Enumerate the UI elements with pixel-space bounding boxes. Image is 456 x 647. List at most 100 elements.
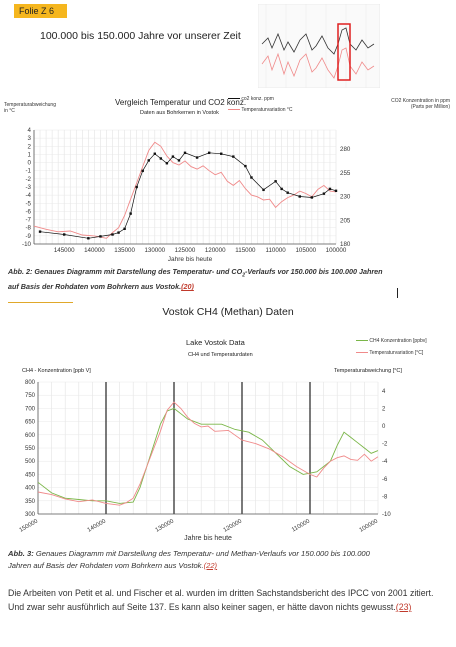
data-point-2 (135, 185, 138, 189)
thumb-highlight-box (337, 23, 351, 81)
chart1-legend-co2: co2 konz. ppm (228, 96, 274, 102)
body-ref-link[interactable]: (23) (395, 602, 412, 612)
x-tick-label: 115000 (235, 247, 256, 254)
series-line-1 (37, 407, 379, 504)
legend-temp2-swatch (356, 352, 368, 354)
overview-thumbnail (258, 4, 380, 88)
chart2-right-axis-title: Temperaturabweichung [°C] (334, 368, 402, 374)
y-left-tick-label: 0 (28, 160, 32, 167)
y-left-tick-label: 650 (25, 420, 36, 426)
data-point-2 (165, 162, 169, 165)
data-point-2 (244, 164, 247, 168)
chart2-xlabel: Jahre bis heute (184, 535, 232, 542)
y-right-tick-label: 0 (382, 424, 386, 430)
data-point-2 (183, 151, 187, 154)
y-left-tick-label: 800 (25, 380, 36, 386)
x-tick-label: 110000 (291, 518, 312, 533)
x-tick-label: 145000 (54, 247, 75, 254)
caption1-ref-link[interactable]: (20) (181, 282, 194, 292)
x-tick-label: 140000 (87, 518, 108, 534)
y-right-tick-label: -4 (382, 459, 388, 465)
chart2-svg: 800 750 700 650 600 550 500 450 400 350 300 4 2 0 -2 -4… (19, 380, 392, 542)
caption1-line2: auf Basis der Rohdaten vom Bohrkern aus … (8, 282, 182, 292)
legend-temp2-label: Temperaturvariation [°C] (369, 350, 424, 356)
chart1-subtitle: Daten aus Bohrkernen in Vostok (140, 110, 219, 116)
data-point-2 (159, 157, 163, 160)
legend-ch4-swatch (356, 340, 368, 342)
y-right-tick-label: -10 (382, 512, 391, 518)
x-tick-label: 130000 (155, 518, 176, 534)
y-left-tick-label: -2 (25, 176, 31, 183)
data-point-2 (195, 156, 199, 159)
x-tick-label: 100000 (359, 518, 380, 534)
caption2-ref-link[interactable]: (22) (203, 561, 218, 570)
x-tick-label: 130000 (144, 247, 165, 254)
data-point-2 (177, 159, 181, 162)
legend-temp-swatch (228, 109, 240, 111)
y-left-tick-label: -5 (25, 200, 31, 207)
y-right-tick-label: 255 (340, 170, 351, 177)
data-point-2 (280, 187, 283, 191)
data-point-2 (99, 235, 102, 238)
chart2-subtitle: CH4 und Temperaturdaten (188, 352, 253, 358)
y-left-tick-label: 450 (25, 472, 36, 478)
series-line-1 (33, 141, 337, 239)
slide-badge: Folie Z 6 (14, 4, 67, 18)
legend-temp-label: Temperaturvariation °C (241, 107, 293, 113)
legend-co2-swatch (228, 98, 240, 100)
y-left-tick-label: -8 (25, 225, 31, 232)
caption1-text2: -Verlaufs vor 150.000 bis 100.000 Jahren (244, 267, 383, 276)
x-tick-label: 140000 (84, 247, 105, 254)
caption2-text: Genaues Diagramm mit Darstellung des Tem… (33, 549, 370, 558)
caption1-prefix: Abb. 2: (8, 267, 33, 276)
data-point-2 (147, 159, 150, 162)
caption-abb2: Abb. 2: Genaues Diagramm mit Darstellung… (8, 266, 452, 293)
chart2-legend-ch4: CH4 Konzentration [ppbv] (356, 338, 427, 344)
thumb-temp-line (261, 47, 375, 79)
data-point-2 (117, 231, 120, 234)
data-point-2 (207, 151, 211, 154)
data-point-2 (286, 191, 289, 194)
caption2-line2: Jahren auf Basis der Rohdaten vom Bohrke… (8, 561, 204, 570)
x-tick-label: 125000 (175, 247, 196, 254)
divider-line (8, 302, 73, 303)
legend-ch4-label: CH4 Konzentration [ppbv] (369, 338, 427, 344)
data-point-2 (38, 230, 42, 233)
data-point-2 (220, 152, 223, 155)
y-left-tick-label: 400 (25, 486, 36, 492)
y-left-tick-label: 2 (28, 143, 32, 150)
data-point-2 (310, 196, 314, 199)
text-cursor (397, 288, 398, 298)
y-left-tick-label: -10 (22, 241, 32, 248)
data-point-2 (322, 192, 326, 195)
y-left-tick-label: -3 (25, 184, 31, 191)
chart1-title: Vergleich Temperatur und CO2 konz. (115, 98, 247, 107)
y-right-tick-label: 4 (382, 389, 386, 395)
y-left-tick-label: -4 (25, 192, 31, 199)
caption2-prefix: Abb. 3: (8, 549, 34, 558)
y-left-tick-label: 500 (25, 459, 36, 465)
data-point-2 (274, 180, 277, 183)
y-left-tick-label: 550 (25, 446, 36, 452)
y-left-tick-label: 4 (28, 127, 32, 134)
body-paragraph: Die Arbeiten von Petit et al. und Fische… (8, 586, 448, 614)
y-left-tick-label: -6 (25, 208, 31, 215)
x-tick-label: 110000 (266, 247, 287, 254)
x-tick-label: 120000 (223, 518, 244, 534)
y-left-tick-label: 350 (25, 499, 36, 505)
y-right-tick-label: -6 (382, 477, 388, 483)
y-left-tick-label: -9 (25, 233, 31, 240)
data-point-2 (123, 227, 126, 230)
data-point-2 (262, 188, 265, 192)
data-point-2 (298, 195, 301, 198)
y-left-tick-label: 300 (25, 512, 36, 518)
data-point-2 (129, 212, 132, 215)
series-line-2 (37, 401, 379, 506)
caption-abb3: Abb. 3: Genaues Diagramm mit Darstellung… (8, 548, 454, 572)
x-tick-label: 120000 (205, 247, 226, 254)
chart2-title: Lake Vostok Data (186, 338, 245, 347)
thumb-co2-line (261, 27, 375, 55)
y-right-tick-label: 2 (382, 406, 386, 412)
y-left-tick-label: 700 (25, 406, 36, 412)
y-right-tick-label: -8 (382, 494, 388, 500)
